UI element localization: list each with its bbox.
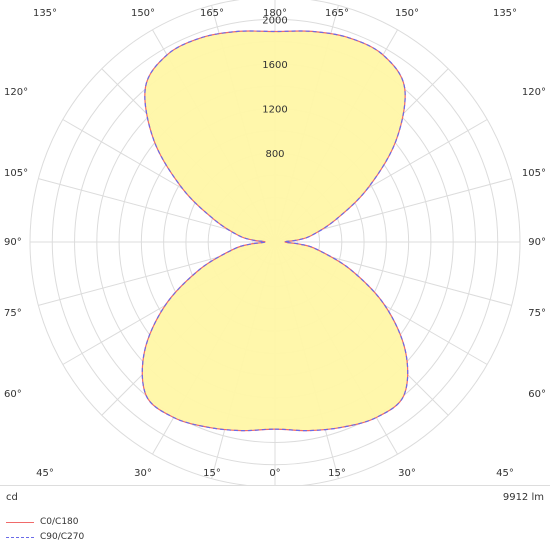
angle-label: 90° [4,237,22,248]
angle-label: 180° [262,8,288,19]
angle-label: 15° [203,468,221,479]
series-line-c90-c270 [141,30,409,432]
angle-label: 135° [32,8,58,19]
legend-label: C90/C270 [40,532,85,542]
radial-tick-label: 800 [265,149,284,160]
radial-tick-labels: 800 1200 1600 2000 [262,15,287,160]
angle-label: 60° [528,389,546,400]
angle-label: 120° [521,87,546,98]
luminous-flux-label: 9912 lm [502,492,544,503]
angle-label: 165° [324,8,350,19]
angle-label: 15° [328,468,346,479]
radial-tick-label: 1200 [262,104,287,115]
angle-label: 30° [398,468,416,479]
polar-chart: 800 1200 1600 2000 [29,0,521,486]
legend-item-c90-c270: C90/C270 [6,532,84,542]
unit-label: cd [6,492,18,503]
legend-item-c0-c180: C0/C180 [6,517,79,527]
angle-label: 150° [130,8,156,19]
footer-divider [0,485,550,486]
intensity-curves [141,30,409,432]
angle-label: 165° [199,8,225,19]
radial-tick-label: 2000 [262,15,287,26]
angle-label: 45° [36,468,54,479]
angle-label: 150° [394,8,420,19]
angle-label: 0° [269,468,281,479]
angle-label: 90° [528,237,546,248]
angle-label: 105° [521,168,546,179]
angle-label: 75° [4,308,22,319]
angle-label: 60° [4,389,22,400]
angle-label: 75° [528,308,546,319]
angle-label: 30° [134,468,152,479]
legend-label: C0/C180 [40,517,79,527]
angle-label: 105° [4,168,29,179]
legend-swatch-dashed [6,536,34,538]
angle-label: 135° [492,8,518,19]
angle-label: 120° [4,87,29,98]
legend-swatch-solid [6,521,34,523]
angle-label: 45° [496,468,514,479]
intensity-fill [142,30,408,431]
radial-tick-label: 1600 [262,60,287,71]
